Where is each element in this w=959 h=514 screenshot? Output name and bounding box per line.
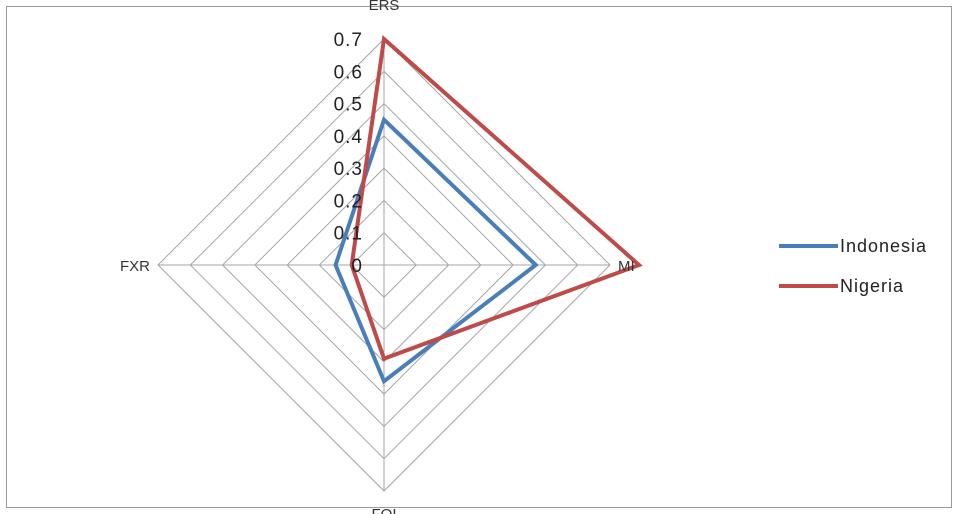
tick-label: 0.3 <box>334 159 363 180</box>
tick-label: 0.1 <box>334 224 363 245</box>
tick-label: 0.7 <box>334 30 363 51</box>
axis-label-foi: FOI <box>372 506 397 514</box>
axis-label-mi: MI <box>618 258 635 275</box>
axis-label-ers: ERS <box>369 0 400 14</box>
series-line-indonesia <box>333 116 539 385</box>
radial-tick-labels: 0 0.1 0.2 0.3 0.4 0.5 0.6 0.7 <box>334 30 363 277</box>
legend-label-nigeria: Nigeria <box>840 276 904 296</box>
tick-label: 0.2 <box>334 191 363 212</box>
series-line-nigeria <box>349 35 643 362</box>
radar-grid <box>157 38 611 492</box>
radar-series <box>333 35 643 385</box>
legend: Indonesia Nigeria <box>779 236 927 296</box>
tick-label: 0.6 <box>334 62 363 83</box>
tick-label: 0.5 <box>334 95 363 116</box>
axis-label-fxr: FXR <box>120 258 150 275</box>
chart-frame <box>6 6 952 508</box>
tick-label: 0 <box>351 256 363 277</box>
tick-label: 0.4 <box>334 127 363 148</box>
legend-label-indonesia: Indonesia <box>840 236 927 256</box>
axis-labels: ERS MI FOI FXR <box>120 0 635 514</box>
